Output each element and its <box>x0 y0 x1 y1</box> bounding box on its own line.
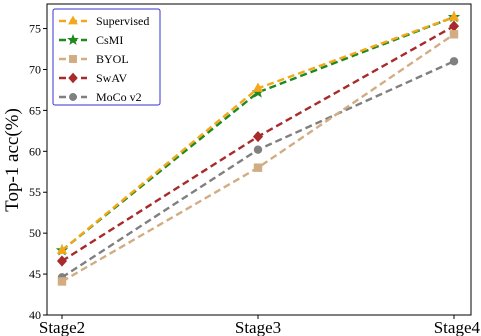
series-layer <box>55 10 461 286</box>
legend: Supervised CsMI BYOL SwAV MoCo v2 <box>52 8 161 106</box>
x-axis: Stage2 Stage3 Stage4 <box>39 315 481 336</box>
data-point-moco-v2-stage3 <box>253 145 263 154</box>
data-point-supervised-stage3 <box>252 82 264 92</box>
y-tick-label-55: 55 <box>29 185 41 199</box>
y-tick-label-50: 50 <box>29 226 41 240</box>
x-tick-label-stage2: Stage2 <box>39 318 85 336</box>
data-point-swav-stage2 <box>56 255 68 267</box>
y-tick-label-45: 45 <box>29 267 41 281</box>
legend-entry-csmi: CsMI <box>59 33 123 47</box>
data-point-byol-stage3 <box>253 163 263 172</box>
legend-marker-moco-v2 <box>69 93 77 101</box>
y-axis: 40 45 50 55 60 65 70 75 <box>29 22 47 322</box>
x-tick-label-stage4: Stage4 <box>434 318 481 336</box>
series-byol <box>57 30 459 286</box>
data-point-supervised-stage2 <box>56 244 68 254</box>
data-point-byol-stage4 <box>449 30 459 39</box>
series-supervised <box>56 11 460 254</box>
data-point-byol-stage2 <box>57 277 67 286</box>
legend-marker-byol <box>69 55 77 63</box>
legend-entry-supervised: Supervised <box>59 14 149 28</box>
legend-label-supervised: Supervised <box>96 14 149 28</box>
data-point-swav-stage3 <box>252 130 264 143</box>
data-point-swav-stage4 <box>448 20 460 32</box>
legend-label-csmi: CsMI <box>96 33 123 47</box>
y-tick-label-75: 75 <box>29 22 41 36</box>
legend-marker-csmi <box>67 33 79 45</box>
legend-marker-swav <box>68 72 78 84</box>
legend-marker-supervised <box>68 15 78 25</box>
plot-frame <box>46 3 472 316</box>
legend-entry-moco-v2: MoCo v2 <box>59 90 142 104</box>
y-tick-label-60: 60 <box>29 144 41 158</box>
x-tick-label-stage3: Stage3 <box>235 318 281 336</box>
data-point-supervised-stage4 <box>448 11 460 21</box>
data-point-moco-v2-stage4 <box>449 57 459 66</box>
legend-box <box>52 8 161 106</box>
y-axis-title: Top-1 acc(%) <box>2 108 23 212</box>
legend-label-byol: BYOL <box>96 52 129 66</box>
y-tick-label-65: 65 <box>29 103 41 117</box>
legend-entry-swav: SwAV <box>59 71 127 85</box>
y-tick-label-40: 40 <box>29 308 41 322</box>
legend-label-moco-v2: MoCo v2 <box>96 90 142 104</box>
legend-label-swav: SwAV <box>96 71 127 85</box>
series-swav <box>56 20 460 267</box>
y-tick-label-70: 70 <box>29 62 41 76</box>
legend-entry-byol: BYOL <box>59 52 129 66</box>
